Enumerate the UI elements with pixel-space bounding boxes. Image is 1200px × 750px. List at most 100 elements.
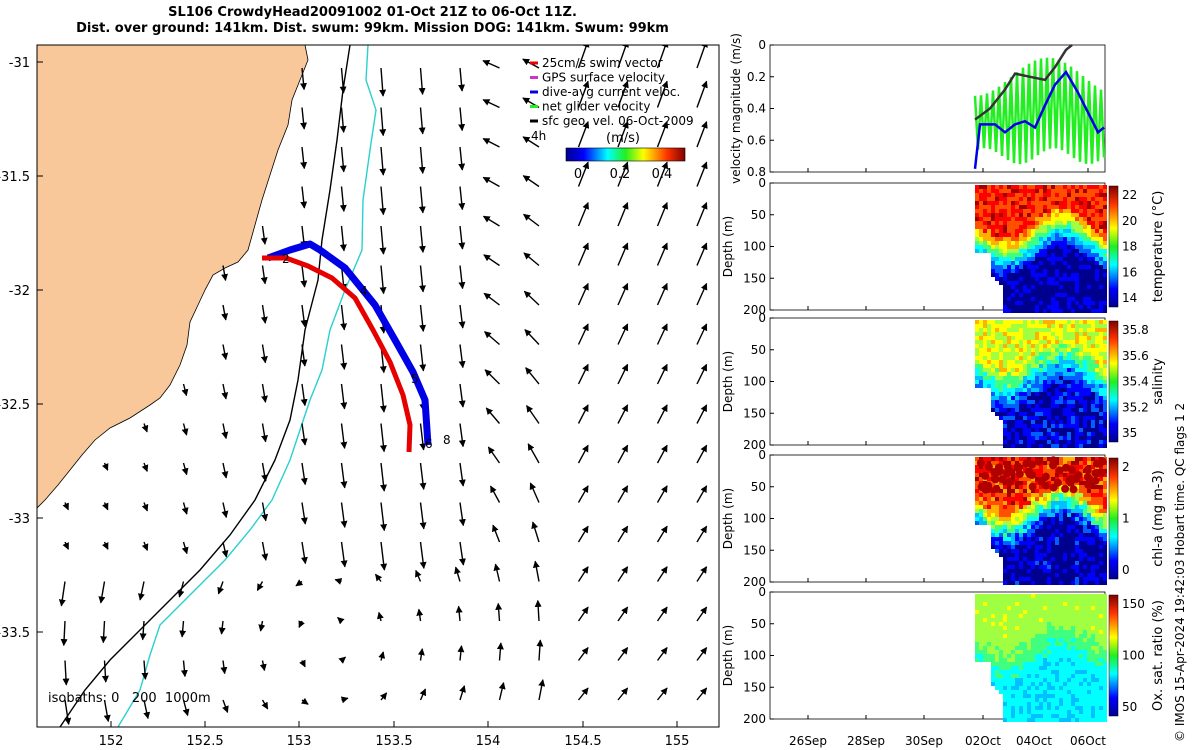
salinity-cell [1023,344,1027,348]
chla-cell [1035,497,1039,501]
chla-cell [1007,489,1011,493]
current-vector [458,146,466,171]
oxygen-cell [1075,610,1079,614]
temperature-cell [1015,297,1019,301]
current-vector [696,363,708,385]
temperature-cell [1011,257,1015,261]
temperature-cell [1103,205,1107,209]
chla-cell [995,481,999,485]
temperature-cell [1035,241,1039,245]
oxygen-cell [1035,694,1039,698]
temperature-cell [1083,273,1087,277]
oxygen-cell [1067,630,1071,634]
oxygen-cell [1091,634,1095,638]
oxygen-cell [1071,626,1075,630]
salinity-cell [1003,388,1007,392]
salinity-cell [1023,352,1027,356]
chla-cell [1039,573,1043,577]
oxygen-cell [1071,650,1075,654]
oxygen-cell [1103,642,1107,646]
chla-cell [1003,569,1007,573]
temperature-cell [1047,301,1051,305]
chla-cell [1007,517,1011,521]
oxygen-cell [975,658,979,662]
current-vector [181,423,189,436]
salinity-cell [1059,348,1063,352]
temperature-cell [1051,285,1055,289]
chla-cell [991,525,995,529]
salinity-cell [1035,368,1039,372]
salinity-cell [1075,372,1079,376]
temperature-cell [1079,257,1083,261]
oxygen-cell [995,614,999,618]
oxygen-cell [1059,622,1063,626]
oxygen-cell [1051,678,1055,682]
temperature-cell [1087,305,1091,309]
temperature-cell [1079,217,1083,221]
temperature-cell [1087,281,1091,285]
oxygen-cell [1043,686,1047,690]
temperature-cell [1079,193,1083,197]
chla-cell [1027,489,1031,493]
current-vector [379,423,387,453]
temperature-cell [1027,257,1031,261]
chla-cell [983,521,987,525]
chla-cell [991,529,995,533]
chla-cell [979,513,983,517]
oxygen-cell [1103,638,1107,642]
temperature-cell [1015,293,1019,297]
temperature-cell [991,205,995,209]
oxygen-cell [1039,670,1043,674]
oxygen-cell [975,638,979,642]
oxygen-cell [1071,678,1075,682]
oxygen-cell [979,610,983,614]
salinity-cell [1051,440,1055,444]
chla-cell [1023,549,1027,553]
chla-cell [1023,477,1027,481]
oxygen-cell [991,622,995,626]
oxygen-cell [1027,702,1031,706]
salinity-cell [1103,408,1107,412]
current-vector [458,265,466,290]
temperature-cell [1051,305,1055,309]
oxygen-cell [1039,698,1043,702]
salinity-cell [1099,376,1103,380]
temperature-cell [1027,201,1031,205]
chla-cell [999,545,1003,549]
temperature-cell [1079,221,1083,225]
salinity-cell [1031,440,1035,444]
chla-cell [1003,457,1007,461]
temperature-cell [1023,201,1027,205]
oxygen-cell [999,690,1003,694]
oxygen-cell [1095,686,1099,690]
salinity-cell [1055,332,1059,336]
chla-cell [1027,505,1031,509]
salinity-cell [1099,436,1103,440]
temperature-cell [1043,245,1047,249]
temperature-cell [1091,229,1095,233]
oxygen-cell [975,606,979,610]
temperature-cell [1071,281,1075,285]
temperature-cell [1059,185,1063,189]
temperature-cell [991,209,995,213]
oxygen-cell [1023,602,1027,606]
chla-cell [1035,537,1039,541]
chla-cell [1079,525,1083,529]
oxygen-cell [979,630,983,634]
temperature-cell [1043,309,1047,313]
oxygen-cell [1099,622,1103,626]
oxygen-cell [1063,682,1067,686]
oxygen-cell [991,610,995,614]
oxygen-cell [1039,630,1043,634]
temperature-cell [999,209,1003,213]
chla-cell [1091,521,1095,525]
current-vector [656,161,669,187]
chla-cell [1103,465,1107,469]
chla-cell [1067,517,1071,521]
chla-cell [1051,577,1055,581]
chla-cell [1079,541,1083,545]
chla-cell [1035,525,1039,529]
current-vector [221,423,229,440]
salinity-cell [1079,320,1083,324]
salinity-cell [1063,348,1067,352]
